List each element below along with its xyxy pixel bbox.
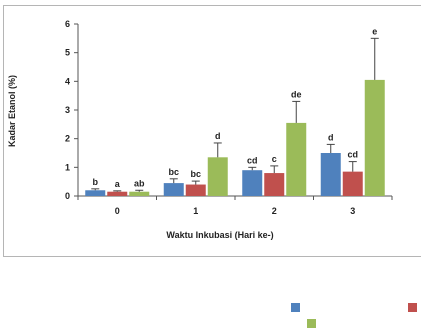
- y-tick-label: 4: [65, 76, 70, 86]
- data-label: d: [215, 131, 221, 141]
- legend-swatch: [408, 303, 417, 312]
- data-label: cd: [247, 155, 258, 165]
- x-axis-title: Waktu Inkubasi (Hari ke-): [166, 230, 273, 240]
- legend-swatch: [291, 303, 300, 312]
- data-label: bc: [190, 169, 201, 179]
- bar: [320, 153, 341, 196]
- data-label: c: [272, 154, 277, 164]
- y-tick-label: 1: [65, 162, 70, 172]
- error-bars: [91, 37, 379, 192]
- data-label: de: [291, 89, 302, 99]
- x-tick-label: 2: [272, 206, 277, 216]
- x-tick-label: 0: [115, 206, 120, 216]
- bar: [107, 191, 128, 196]
- y-tick-label: 5: [65, 48, 70, 58]
- bar: [207, 157, 228, 196]
- data-label: d: [328, 132, 334, 142]
- chart-frame: [3, 5, 421, 257]
- bar: [85, 190, 106, 196]
- bar: [185, 184, 206, 196]
- bars: [85, 79, 385, 196]
- data-label: cd: [347, 150, 358, 160]
- bar: [342, 171, 363, 196]
- bar: [163, 183, 184, 196]
- data-label: a: [115, 179, 121, 189]
- y-axis-title: Kadar Etanol (%): [7, 75, 17, 147]
- data-label: bc: [168, 167, 179, 177]
- legend: [291, 303, 417, 328]
- y-tick-label: 6: [65, 19, 70, 29]
- y-tick-label: 0: [65, 191, 70, 201]
- bar: [364, 79, 385, 196]
- bar: [264, 173, 285, 196]
- bar: [129, 191, 150, 196]
- y-tick-label: 2: [65, 134, 70, 144]
- x-tick-label: 3: [350, 206, 355, 216]
- data-label: b: [93, 177, 99, 187]
- bar: [286, 122, 307, 196]
- y-tick-label: 3: [65, 105, 70, 115]
- data-label: e: [372, 26, 377, 36]
- tick-labels: 0 1 2 3 4 5 6 0 1 2 3: [65, 19, 355, 216]
- data-label: ab: [134, 178, 145, 188]
- x-tick-label: 1: [193, 206, 198, 216]
- bar: [242, 170, 263, 196]
- legend-swatch: [307, 319, 316, 328]
